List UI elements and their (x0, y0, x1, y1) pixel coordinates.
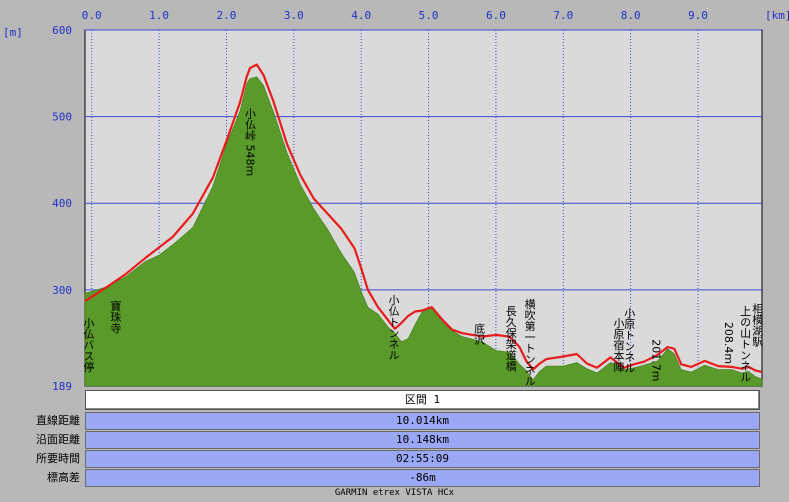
annotation-label: 小仏トンネル (387, 294, 400, 360)
x-tick-label: 8.0 (621, 9, 641, 22)
y-tick-label: 500 (52, 111, 72, 124)
y-axis-ticks: 600 500 400 300 189 (52, 24, 72, 390)
annotation-label: 小仏バス停 (82, 317, 95, 373)
stat-value: 02:55:09 (85, 450, 760, 468)
terrain-area (84, 76, 763, 387)
stat-label: 直線距離 (36, 414, 80, 427)
stat-label: 標高差 (47, 471, 80, 484)
stat-value: 10.014km (85, 412, 760, 430)
annotation-label: 寶珠寺 (109, 299, 122, 333)
stat-row-elevation-diff: 標高差 -86m (0, 469, 789, 487)
x-unit-label: [km] (765, 9, 789, 22)
x-tick-label: 4.0 (351, 9, 371, 22)
annotation-label: 底沢 (473, 321, 486, 345)
y-tick-label: 600 (52, 24, 72, 37)
x-tick-label: 2.0 (217, 9, 237, 22)
stat-label: 所要時間 (36, 452, 80, 465)
elevation-chart: 0.0 1.0 2.0 3.0 4.0 5.0 6.0 7.0 8.0 9.0 600 500 400… (3, 9, 789, 390)
annotation-label: 上の山トンネル (739, 305, 752, 382)
x-tick-label: 0.0 (82, 9, 102, 22)
track-line (84, 63, 763, 374)
x-axis-ticks: 0.0 1.0 2.0 3.0 4.0 5.0 6.0 7.0 8.0 9.0 (82, 9, 708, 22)
x-tick-label: 6.0 (486, 9, 506, 22)
y-tick-label: 189 (52, 380, 72, 390)
series-areas (84, 76, 763, 387)
annotation-label: 小原トンネル (623, 307, 636, 373)
y-unit-label: [m] (3, 26, 23, 39)
annotation-label: 横吹第一トンネル (523, 297, 536, 386)
annotations: 小仏バス停 寶珠寺 小仏峠 548m 小仏トンネル 底沢 長久保架道橋 横吹第一トンネル 小原… (82, 108, 764, 387)
stat-label: 沿面距離 (36, 433, 80, 446)
annotation-label: 相模湖駅 (751, 303, 764, 348)
stat-value: -86m (85, 469, 760, 487)
x-tick-label: 7.0 (553, 9, 573, 22)
y-tick-label: 300 (52, 284, 72, 297)
series-lines (84, 63, 763, 374)
x-tick-label: 3.0 (284, 9, 304, 22)
annotation-label: 長久保架道橋 (504, 305, 517, 372)
x-tick-label: 9.0 (688, 9, 708, 22)
device-footer: GARMIN etrex VISTA HCx (334, 488, 455, 498)
x-tick-label: 1.0 (149, 9, 169, 22)
stat-row-elapsed-time: 所要時間 02:55:09 (0, 450, 789, 468)
stat-row-surface-distance: 沿面距離 10.148km (0, 431, 789, 449)
section-bar[interactable]: 区間 1 (85, 390, 760, 410)
annotation-label: 小仏峠 548m (244, 108, 257, 177)
annotation-label: 小原宿本陣 (612, 317, 625, 372)
y-tick-label: 400 (52, 197, 72, 210)
x-tick-label: 5.0 (419, 9, 439, 22)
annotation-label: 201.7m (650, 339, 663, 381)
stat-row-straight-distance: 直線距離 10.014km (0, 412, 789, 430)
stat-value: 10.148km (85, 431, 760, 449)
annotation-label: 208.4m (722, 322, 735, 364)
